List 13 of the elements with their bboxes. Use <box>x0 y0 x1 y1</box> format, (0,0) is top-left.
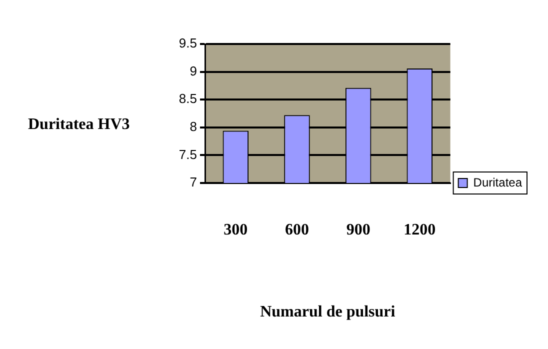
legend-label: Duritatea <box>473 175 522 190</box>
x-axis-title: Numarul de pulsuri <box>260 304 396 321</box>
y-tick-label: 7.5 <box>178 146 197 162</box>
x-tick-label: 900 <box>346 222 370 239</box>
y-tick-label: 7 <box>190 174 197 190</box>
y-tick-label: 9 <box>190 63 197 78</box>
x-tick-label: 300 <box>224 222 248 239</box>
y-tick-label: 8.5 <box>178 91 197 106</box>
y-tick-label: 9.5 <box>178 36 197 51</box>
y-axis-title: Duritatea HV3 <box>28 116 130 134</box>
y-tick-label: 8 <box>190 118 197 134</box>
x-tick-label: 600 <box>284 222 309 239</box>
x-tick-label: 1200 <box>404 222 436 239</box>
